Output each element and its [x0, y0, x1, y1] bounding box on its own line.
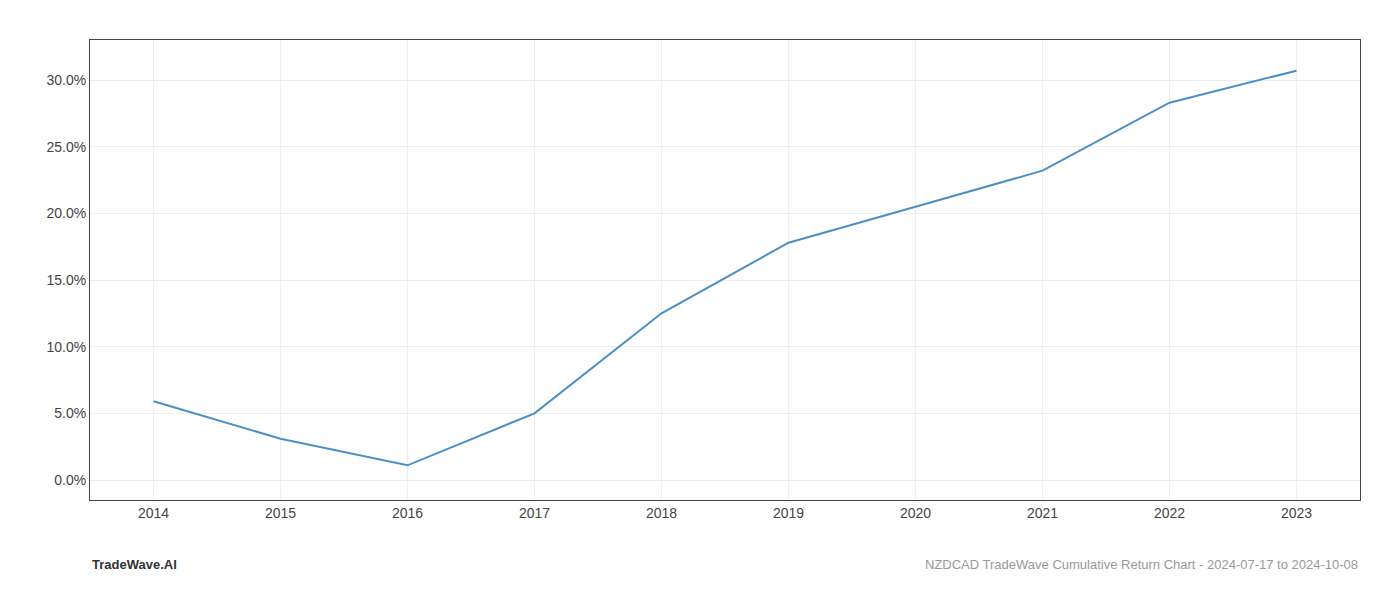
svg-text:2022: 2022 [1154, 505, 1185, 521]
svg-text:2016: 2016 [392, 505, 423, 521]
svg-text:10.0%: 10.0% [46, 339, 86, 355]
svg-text:5.0%: 5.0% [54, 405, 86, 421]
svg-text:2021: 2021 [1027, 505, 1058, 521]
svg-text:0.0%: 0.0% [54, 472, 86, 488]
svg-text:30.0%: 30.0% [46, 72, 86, 88]
svg-text:2018: 2018 [646, 505, 677, 521]
svg-text:2019: 2019 [773, 505, 804, 521]
svg-text:25.0%: 25.0% [46, 139, 86, 155]
svg-text:2017: 2017 [519, 505, 550, 521]
svg-text:20.0%: 20.0% [46, 205, 86, 221]
svg-text:2014: 2014 [138, 505, 169, 521]
svg-text:2023: 2023 [1281, 505, 1312, 521]
svg-text:TradeWave.AI: TradeWave.AI [92, 557, 177, 572]
svg-text:15.0%: 15.0% [46, 272, 86, 288]
svg-text:2015: 2015 [265, 505, 296, 521]
svg-text:2020: 2020 [900, 505, 931, 521]
svg-text:NZDCAD TradeWave Cumulative Re: NZDCAD TradeWave Cumulative Return Chart… [925, 557, 1358, 572]
